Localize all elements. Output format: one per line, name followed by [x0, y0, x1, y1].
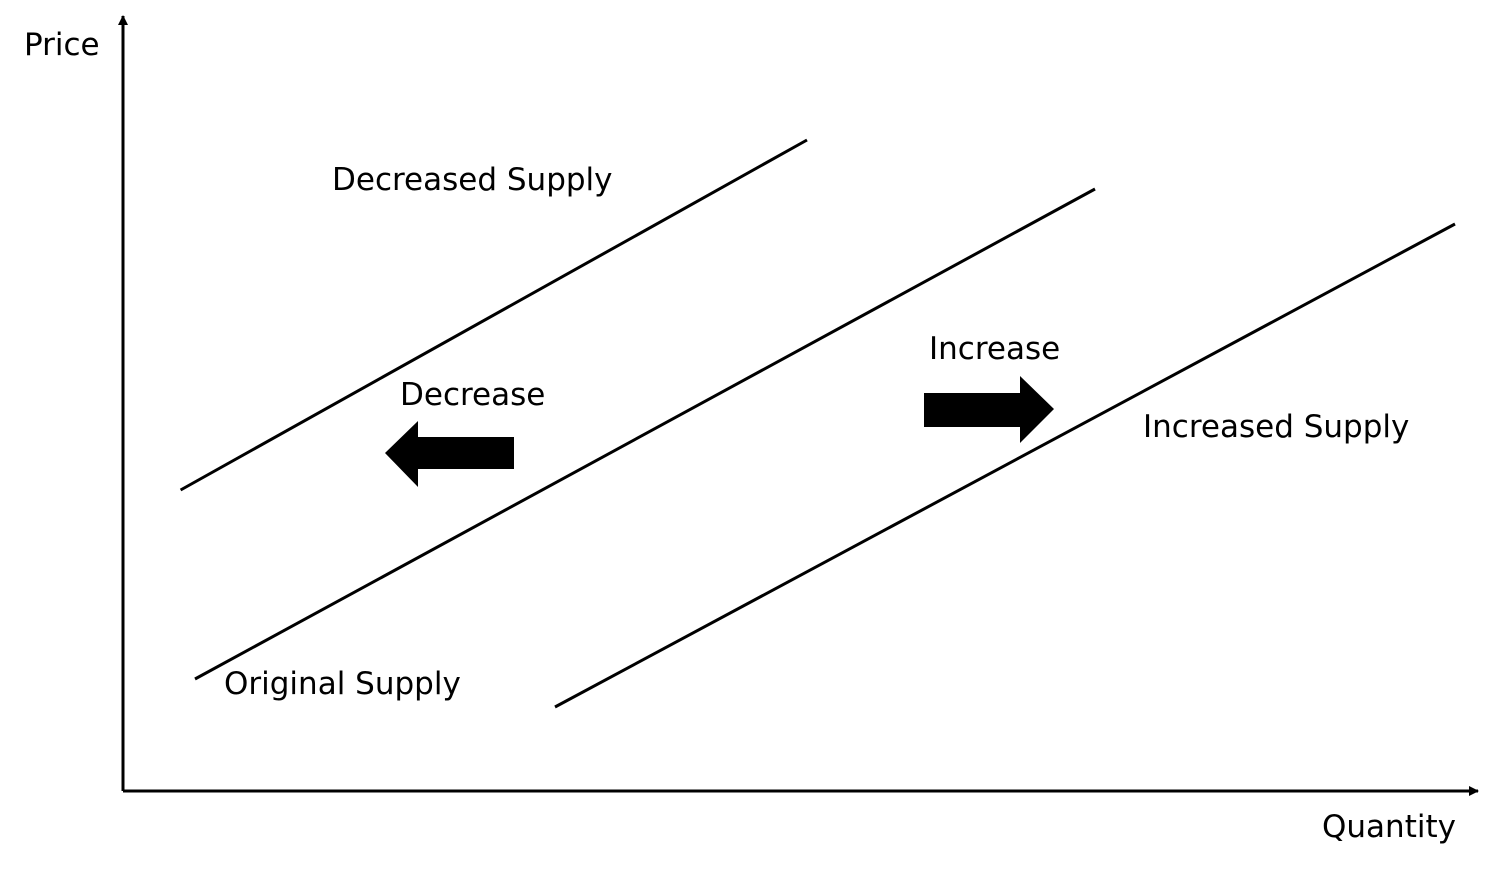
- increase-label: Increase: [929, 331, 1060, 367]
- increased-supply-line: [554, 222, 1456, 709]
- arrow-right-icon: [924, 376, 1054, 443]
- original-supply-label: Original Supply: [224, 666, 461, 702]
- y-axis-label: Price: [24, 27, 100, 63]
- increased-supply-label: Increased Supply: [1143, 409, 1409, 445]
- decrease-label: Decrease: [400, 377, 545, 413]
- decreased-supply-line: [179, 138, 808, 492]
- arrow-left-icon: [385, 421, 514, 487]
- decreased-supply-label: Decreased Supply: [332, 162, 613, 198]
- original-supply-line: [194, 187, 1096, 681]
- x-axis-label: Quantity: [1322, 809, 1456, 845]
